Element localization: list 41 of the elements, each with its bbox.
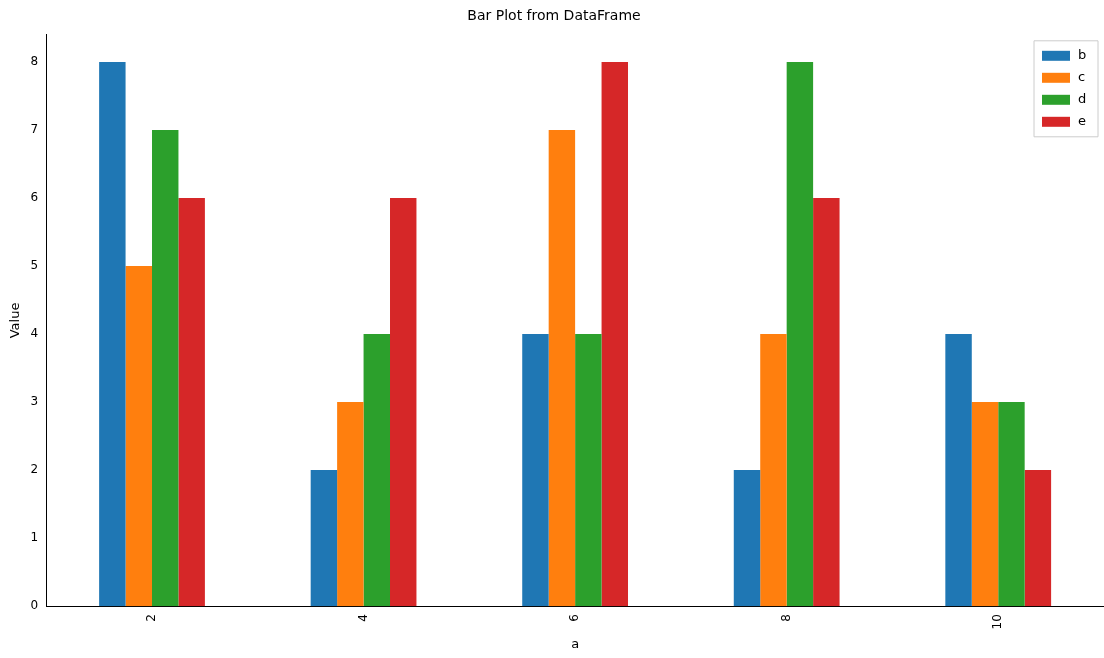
y-tick-label: 2 (30, 462, 39, 477)
bar (575, 334, 602, 607)
bar (522, 334, 549, 607)
legend-label: b (1078, 47, 1087, 63)
chart-title: Bar Plot from DataFrame (467, 7, 641, 24)
bar (363, 334, 391, 607)
bar (813, 198, 840, 607)
bar (1024, 470, 1052, 607)
bar (99, 62, 126, 607)
y-axis-title: Value (7, 302, 23, 339)
legend-label: c (1078, 69, 1086, 85)
bar (152, 130, 179, 607)
x-tick-label: 6 (567, 614, 582, 622)
y-tick-label: 0 (30, 598, 39, 613)
bar (998, 402, 1025, 607)
y-tick-label: 7 (30, 122, 39, 137)
y-tick-label: 3 (30, 394, 39, 409)
bar (390, 198, 417, 607)
x-tick-label: 8 (778, 614, 793, 622)
y-tick-label: 4 (30, 326, 39, 341)
bar (310, 470, 338, 607)
bar (971, 402, 999, 607)
bar (548, 130, 576, 607)
legend-label: d (1078, 91, 1087, 107)
y-tick-label: 8 (30, 54, 39, 69)
bar (125, 266, 153, 607)
bar (945, 334, 972, 607)
bar (601, 62, 629, 607)
x-tick-label: 4 (355, 614, 370, 622)
y-tick-label: 6 (30, 190, 39, 205)
x-tick-label: 10 (990, 614, 1005, 630)
x-tick-label: 2 (144, 614, 159, 622)
bar (337, 402, 364, 607)
bar (733, 470, 761, 607)
y-tick-label: 1 (30, 530, 39, 545)
x-axis-title: a (571, 635, 580, 651)
y-tick-label: 5 (30, 258, 39, 273)
bar (760, 334, 787, 607)
bar (178, 198, 205, 607)
legend-label: e (1078, 113, 1086, 129)
bar (786, 62, 814, 607)
